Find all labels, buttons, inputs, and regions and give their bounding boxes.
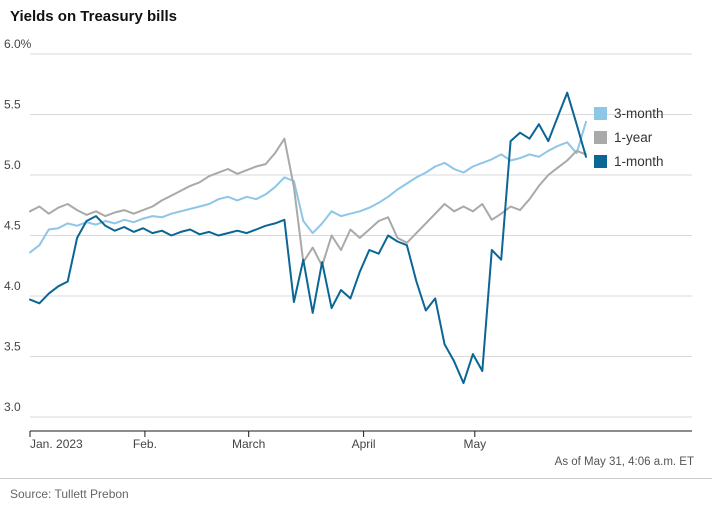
svg-text:March: March xyxy=(232,437,265,451)
x-axis-ticks: Jan. 2023 Feb. March April May xyxy=(29,431,486,451)
legend-label-1-month: 1-month xyxy=(614,154,664,169)
chart-legend: 3-month 1-year 1-month xyxy=(594,106,664,169)
legend-swatch-1-year xyxy=(594,131,607,144)
svg-text:4.0: 4.0 xyxy=(4,279,21,293)
svg-text:5.0: 5.0 xyxy=(4,158,21,172)
legend-item-1-year: 1-year xyxy=(594,130,664,145)
series-line-1-month xyxy=(29,91,587,385)
legend-item-1-month: 1-month xyxy=(594,154,664,169)
legend-swatch-1-month xyxy=(594,155,607,168)
svg-text:3.5: 3.5 xyxy=(4,340,21,354)
svg-text:5.5: 5.5 xyxy=(4,98,21,112)
chart-title: Yields on Treasury bills xyxy=(10,8,178,25)
svg-text:4.5: 4.5 xyxy=(4,219,21,233)
source-credit: Source: Tullett Prebon xyxy=(10,487,129,501)
series-line-3-month xyxy=(29,120,587,254)
legend-item-3-month: 3-month xyxy=(594,106,664,121)
as-of-timestamp: As of May 31, 4:06 a.m. ET xyxy=(554,456,694,468)
legend-label-3-month: 3-month xyxy=(614,106,664,121)
svg-text:3.0: 3.0 xyxy=(4,400,21,414)
treasury-yields-chart: 6.0% 5.5 5.0 4.5 4.0 3.5 3.0 Jan. 2023 Feb. March… xyxy=(4,37,692,451)
series-line-1-year xyxy=(29,137,587,267)
svg-text:6.0%: 6.0% xyxy=(4,37,32,51)
legend-label-1-year: 1-year xyxy=(614,130,653,145)
gridlines xyxy=(30,53,692,418)
y-axis-labels: 6.0% 5.5 5.0 4.5 4.0 3.5 3.0 xyxy=(4,37,32,414)
svg-text:May: May xyxy=(463,437,486,451)
footer-divider xyxy=(0,478,712,479)
svg-text:April: April xyxy=(352,437,376,451)
legend-swatch-3-month xyxy=(594,107,607,120)
svg-text:Jan. 2023: Jan. 2023 xyxy=(30,437,83,451)
svg-text:Feb.: Feb. xyxy=(133,437,157,451)
